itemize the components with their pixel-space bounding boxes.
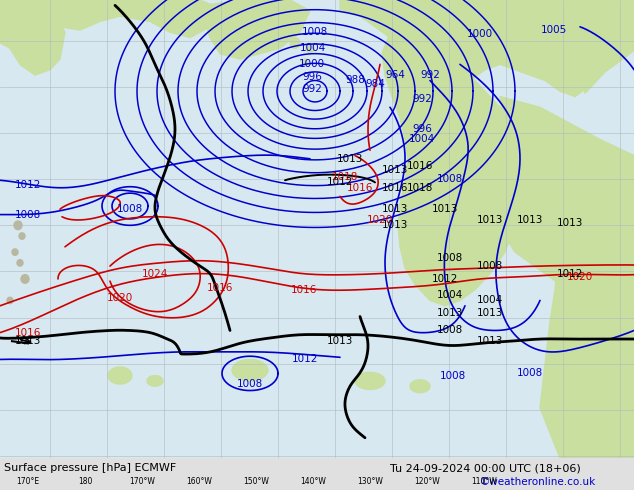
Polygon shape: [340, 0, 634, 97]
Text: 1016: 1016: [347, 183, 373, 193]
Text: Surface pressure [hPa] ECMWF: Surface pressure [hPa] ECMWF: [4, 463, 176, 473]
Text: 1016: 1016: [291, 285, 317, 294]
Text: 1013: 1013: [437, 308, 463, 318]
Text: 992: 992: [302, 84, 322, 94]
Polygon shape: [0, 0, 65, 75]
Text: 1004: 1004: [409, 134, 435, 145]
Text: 1013: 1013: [382, 204, 408, 214]
Text: 1018: 1018: [332, 172, 358, 182]
Polygon shape: [355, 372, 385, 390]
Text: 1000: 1000: [299, 59, 325, 70]
Circle shape: [17, 260, 23, 266]
Text: 1008: 1008: [437, 252, 463, 263]
Circle shape: [14, 221, 22, 230]
Text: 1012: 1012: [327, 177, 353, 187]
Text: 160°W: 160°W: [186, 477, 212, 486]
Text: 1012: 1012: [432, 274, 458, 284]
Text: 1008: 1008: [117, 204, 143, 214]
Polygon shape: [382, 32, 530, 306]
Text: 1013: 1013: [477, 308, 503, 318]
Text: 140°W: 140°W: [300, 477, 326, 486]
Circle shape: [21, 275, 29, 283]
Text: 996: 996: [412, 124, 432, 134]
Text: 1016: 1016: [407, 161, 433, 172]
Text: 1016: 1016: [207, 283, 233, 293]
Circle shape: [12, 249, 18, 255]
Text: 120°W: 120°W: [414, 477, 440, 486]
Polygon shape: [147, 375, 163, 386]
Text: 1020: 1020: [567, 272, 593, 282]
Text: 1008: 1008: [15, 210, 41, 220]
Circle shape: [19, 233, 25, 239]
Text: 1016: 1016: [382, 183, 408, 193]
Text: 1013: 1013: [477, 215, 503, 225]
Text: 988: 988: [345, 75, 365, 85]
Text: 1013: 1013: [557, 218, 583, 228]
Polygon shape: [108, 367, 132, 384]
Text: 1008: 1008: [440, 370, 466, 381]
Text: 1004: 1004: [437, 290, 463, 300]
Polygon shape: [232, 360, 268, 381]
Text: 1013: 1013: [517, 215, 543, 225]
Text: 1024: 1024: [142, 269, 168, 279]
Text: Tu 24-09-2024 00:00 UTC (18+06): Tu 24-09-2024 00:00 UTC (18+06): [390, 463, 581, 473]
Polygon shape: [578, 0, 634, 94]
Text: 1020: 1020: [107, 294, 133, 303]
Text: 1008: 1008: [517, 368, 543, 378]
Text: 1013: 1013: [382, 220, 408, 230]
Text: 150°W: 150°W: [243, 477, 269, 486]
Text: 1013: 1013: [382, 165, 408, 174]
Text: ©weatheronline.co.uk: ©weatheronline.co.uk: [480, 477, 596, 487]
Text: 110°W: 110°W: [471, 477, 497, 486]
Text: 130°W: 130°W: [357, 477, 383, 486]
Text: 1012: 1012: [557, 269, 583, 279]
Text: 1016: 1016: [15, 328, 41, 338]
Text: 1013: 1013: [327, 336, 353, 346]
Text: 1012: 1012: [292, 354, 318, 365]
Polygon shape: [0, 0, 220, 38]
Text: 1004: 1004: [300, 43, 326, 53]
Text: 180: 180: [78, 477, 92, 486]
Polygon shape: [205, 0, 310, 59]
Text: 1013: 1013: [477, 336, 503, 346]
Text: 1008: 1008: [302, 27, 328, 37]
Circle shape: [302, 59, 308, 66]
Text: 1000: 1000: [467, 29, 493, 39]
Polygon shape: [540, 225, 634, 458]
Text: 992: 992: [420, 70, 440, 80]
Text: 1008: 1008: [437, 325, 463, 336]
Text: 1013: 1013: [337, 154, 363, 164]
Text: 170°W: 170°W: [129, 477, 155, 486]
Text: 992: 992: [412, 94, 432, 104]
Text: 1008: 1008: [437, 174, 463, 184]
Text: 1020: 1020: [367, 215, 393, 225]
Text: 1012: 1012: [15, 179, 41, 190]
Circle shape: [306, 44, 314, 52]
Text: 1008: 1008: [477, 261, 503, 271]
Circle shape: [290, 38, 300, 49]
Text: 1013: 1013: [432, 204, 458, 214]
Text: 1013: 1013: [15, 336, 41, 346]
Text: 1008: 1008: [237, 379, 263, 389]
Circle shape: [7, 297, 13, 304]
Text: 984: 984: [365, 79, 385, 89]
Polygon shape: [410, 380, 430, 392]
Text: 1004: 1004: [477, 295, 503, 305]
Text: 170°E: 170°E: [16, 477, 39, 486]
Text: 996: 996: [302, 72, 322, 82]
Text: 964: 964: [385, 70, 405, 80]
Text: 1005: 1005: [541, 25, 567, 35]
Polygon shape: [498, 97, 634, 290]
Text: 1018: 1018: [407, 183, 433, 193]
